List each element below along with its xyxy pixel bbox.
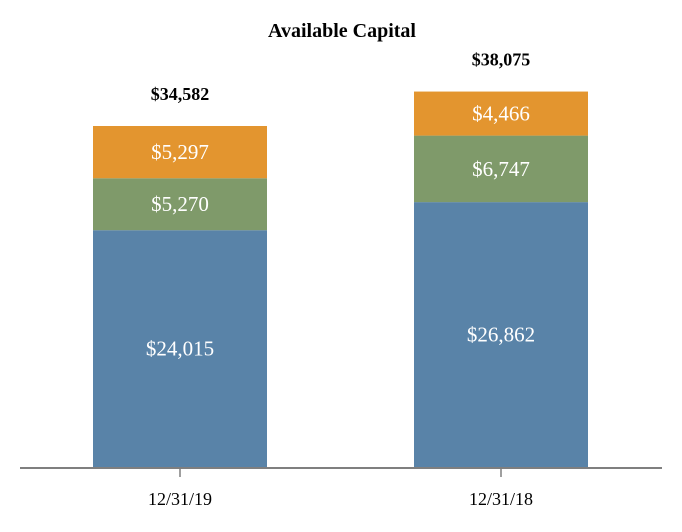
bar-segment-3-2 [414,91,588,136]
bar-segment-2-2 [414,135,588,203]
total-label-1: $34,582 [151,84,210,104]
segment-label-1-1: $24,015 [146,337,214,361]
x-tick-label-2: 12/31/18 [469,489,533,509]
segment-label-1-2: $26,862 [467,323,535,347]
bar-segment-1-2 [414,202,588,467]
total-label-2: $38,075 [472,50,531,70]
bars-group: $24,015 $5,270 $5,297 $34,582 $26,862 $6,747 $… [93,50,588,467]
chart-title: Available Capital [268,20,416,42]
bar-segment-3-1 [93,126,267,179]
segment-label-2-1: $5,270 [151,192,209,216]
segment-label-3-1: $5,297 [151,140,209,164]
segment-label-2-2: $6,747 [472,157,530,181]
x-ticks-group: 12/31/19 12/31/18 [148,468,533,509]
bar-segment-1-1 [93,230,267,467]
bar-segment-2-1 [93,178,267,231]
segment-label-3-2: $4,466 [472,102,530,126]
x-tick-label-1: 12/31/19 [148,489,212,509]
